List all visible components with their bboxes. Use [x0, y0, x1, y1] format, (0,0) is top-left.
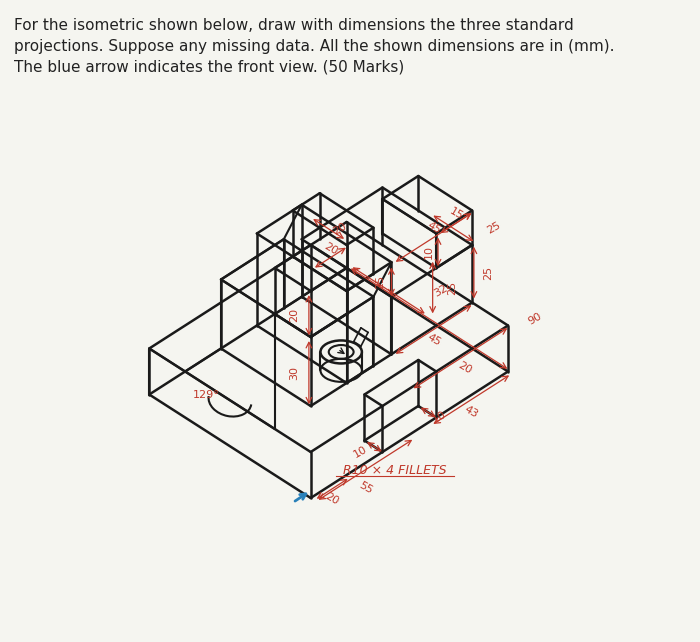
Text: 129°: 129°: [193, 390, 220, 399]
Text: 45: 45: [425, 220, 442, 236]
Text: 25: 25: [485, 220, 503, 236]
Text: 90: 90: [526, 311, 544, 327]
Text: 20: 20: [331, 221, 348, 237]
Text: 25: 25: [447, 281, 458, 295]
Text: 20: 20: [323, 491, 341, 507]
Text: 30: 30: [290, 366, 300, 379]
Text: 45: 45: [425, 332, 442, 347]
Text: 20: 20: [290, 308, 300, 322]
Text: 10: 10: [352, 444, 370, 460]
Text: 25: 25: [483, 266, 493, 280]
Text: 20: 20: [456, 360, 474, 376]
Text: 55: 55: [357, 480, 374, 496]
Text: 10: 10: [424, 245, 434, 259]
Text: R10 × 4 FILLETS: R10 × 4 FILLETS: [343, 464, 447, 478]
Text: 15: 15: [447, 206, 465, 222]
Text: 20: 20: [322, 241, 339, 257]
Text: 25: 25: [376, 275, 386, 289]
Text: 32: 32: [432, 282, 449, 299]
Text: 10: 10: [430, 410, 447, 425]
Text: For the isometric shown below, draw with dimensions the three standard
projectio: For the isometric shown below, draw with…: [13, 18, 614, 75]
Text: 43: 43: [463, 404, 480, 419]
